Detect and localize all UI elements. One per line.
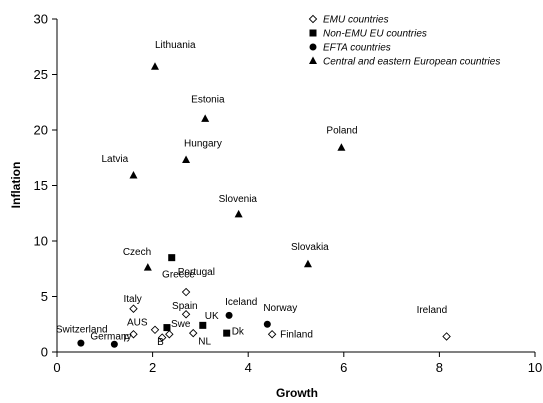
x-tick-label: 4 <box>245 360 252 375</box>
data-point <box>143 263 152 271</box>
data-point <box>129 304 138 313</box>
point-label: UK <box>205 311 219 322</box>
y-axis-title: Inflation <box>9 162 23 209</box>
y-tick-label: 10 <box>34 234 48 249</box>
data-point <box>303 259 312 268</box>
point-label: Dk <box>232 327 245 338</box>
legend-marker <box>309 43 317 51</box>
data-point <box>337 143 346 151</box>
x-tick-label: 0 <box>53 360 60 375</box>
point-label: Spain <box>172 301 198 312</box>
point-label: Iceland <box>225 297 257 308</box>
data-point <box>168 254 176 262</box>
point-label: Norway <box>263 303 297 314</box>
data-point <box>163 324 171 332</box>
data-point <box>150 62 159 70</box>
legend-label: Central and eastern European countries <box>323 57 500 68</box>
point-label: Latvia <box>101 154 128 165</box>
data-point <box>225 311 233 319</box>
point-label: Ireland <box>417 305 448 316</box>
x-axis-title: Growth <box>276 386 318 400</box>
point-label: Estonia <box>191 94 225 105</box>
point-label: Swe <box>171 319 191 330</box>
y-tick-label: 15 <box>34 178 48 193</box>
point-label: F <box>123 334 129 345</box>
data-points <box>77 62 451 348</box>
data-point <box>181 310 191 319</box>
point-label: Switzerland <box>56 325 108 336</box>
data-point <box>223 329 231 337</box>
y-tick-label: 30 <box>34 12 48 27</box>
point-label: Poland <box>326 125 357 136</box>
data-point <box>129 330 138 339</box>
legend-marker <box>308 14 318 24</box>
point-label: Greece <box>162 270 195 281</box>
data-point <box>182 155 191 163</box>
point-label: B <box>157 337 164 348</box>
data-point <box>199 321 207 329</box>
y-tick-label: 25 <box>34 67 48 82</box>
y-tick-label: 5 <box>41 289 48 304</box>
data-point <box>201 114 210 122</box>
data-point <box>110 340 118 348</box>
point-label: Germany <box>90 332 131 343</box>
point-label: Czech <box>123 247 151 258</box>
data-point <box>150 325 160 335</box>
point-label: Hungary <box>184 138 222 149</box>
data-point <box>263 320 271 328</box>
data-point <box>181 287 191 297</box>
y-tick-label: 0 <box>41 345 48 360</box>
ticks: 0 2 4 6 8 10 0 5 10 15 20 25 30 <box>34 12 543 376</box>
data-point <box>267 330 277 339</box>
data-point <box>157 333 167 342</box>
data-point <box>129 171 138 179</box>
point-label: Slovenia <box>219 194 258 205</box>
point-label: Lithuania <box>155 40 196 51</box>
data-point <box>188 328 198 338</box>
point-label: Italy <box>123 294 141 305</box>
data-point <box>165 330 174 339</box>
legend: EMU countries Non-EMU EU countries EFTA co… <box>308 14 500 68</box>
legend-marker <box>309 29 317 37</box>
point-label: NL <box>198 337 211 348</box>
point-label: Portugal <box>178 267 215 278</box>
point-label: Slovakia <box>291 242 329 253</box>
x-tick-label: 2 <box>149 360 156 375</box>
point-labels: Ireland Finland NL Spain Greece Italy F AUS B Por… <box>56 40 447 348</box>
legend-marker <box>309 56 317 64</box>
x-tick-label: 10 <box>528 360 542 375</box>
y-tick-label: 20 <box>34 123 48 138</box>
data-point <box>442 332 451 341</box>
data-point <box>234 209 243 218</box>
data-point <box>77 339 85 347</box>
legend-label: EFTA countries <box>323 43 391 54</box>
x-tick-label: 6 <box>340 360 347 375</box>
legend-label: Non-EMU EU countries <box>323 29 427 40</box>
legend-label: EMU countries <box>323 15 389 26</box>
point-label: AUS <box>127 317 148 328</box>
point-label: Finland <box>280 330 313 341</box>
x-tick-label: 8 <box>436 360 443 375</box>
